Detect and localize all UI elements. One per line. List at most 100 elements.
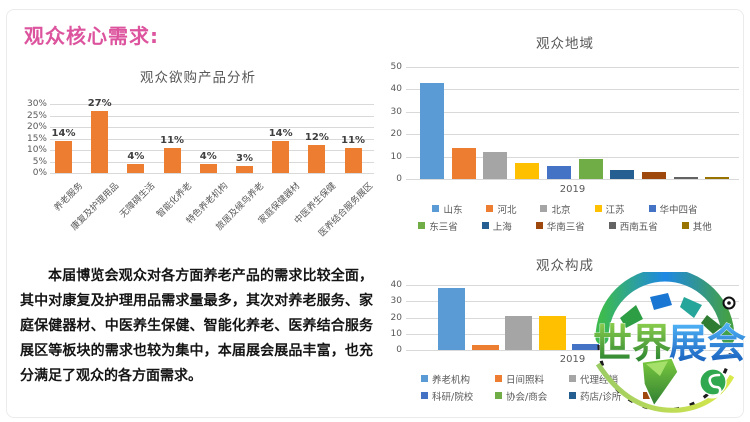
bar	[641, 172, 666, 179]
legend-label: 养老机构	[432, 374, 471, 386]
legend-item: 药店/诊所	[569, 389, 643, 403]
bar	[483, 152, 508, 179]
bar-value-label: 11%	[160, 134, 185, 146]
y-axis-tick-label: 20	[390, 129, 402, 140]
bar-value-label: 12%	[304, 132, 329, 144]
bar-value-label: 4%	[199, 150, 217, 162]
y-axis-tick-label: 0	[396, 345, 402, 355]
gridline	[406, 67, 739, 68]
legend-item: 山东	[432, 202, 462, 216]
legend-color-swatch	[594, 205, 602, 212]
legend-label: 协会/商会	[506, 391, 548, 403]
legend-color-swatch	[481, 222, 489, 229]
legend-item: 东三省	[418, 219, 458, 233]
legend-color-swatch	[421, 392, 428, 399]
legend-item: 日间照料	[495, 372, 569, 386]
bar	[471, 345, 499, 350]
y-axis-tick-label: 30%	[26, 99, 47, 109]
legend-item: 江苏	[594, 202, 625, 216]
region-plot-area	[406, 67, 739, 180]
y-axis-tick-label: 15%	[26, 133, 47, 144]
legend-item: 西南五省	[608, 219, 658, 233]
bar	[163, 147, 181, 173]
legend-color-swatch	[495, 375, 502, 382]
y-axis-tick-label: 10	[390, 151, 402, 162]
legend-color-swatch	[540, 205, 548, 212]
bar	[420, 82, 444, 179]
gridline	[406, 285, 739, 286]
legend-row: 山东 河北 北京 江苏 华中四省	[383, 200, 747, 217]
legend-row: 养老机构 日间照料 代理经销	[421, 370, 654, 387]
legend-label: 西南五省	[619, 221, 658, 233]
products-demand-chart: 观众欲购产品分析 30% 25% 20% 15% 10% 5% 0% 14% 27% 4% 11%…	[20, 58, 376, 258]
bar	[572, 343, 599, 350]
bar	[55, 140, 72, 173]
bar-value-label: 4%	[127, 150, 145, 162]
bar	[91, 110, 109, 173]
gridline	[406, 333, 739, 335]
legend-label: 东三省	[429, 221, 458, 233]
y-axis-tick-label: 30	[390, 106, 402, 117]
legend-color-swatch	[432, 205, 440, 212]
legend-item: 河北	[486, 202, 516, 216]
bar-value-label: 11%	[341, 134, 366, 146]
legend-row: 东三省 上海 华南三省 西南五省 其他	[383, 217, 747, 234]
legend-color-swatch	[569, 392, 576, 399]
legend-item: 养老机构	[421, 372, 495, 386]
y-axis-tick-label: 0	[396, 174, 402, 184]
legend-label: 北京	[551, 204, 571, 216]
bar-value-label: 14%	[51, 127, 76, 139]
bar	[344, 147, 362, 173]
legend-color-swatch	[608, 222, 616, 229]
legend-color-swatch	[681, 222, 689, 229]
legend-label: 其他	[692, 221, 712, 233]
products-x-axis-labels: 养老服务 康复及护理用品 无障碍生活 智能化养老 特色养老机构 旅居及候鸟养老 家庭保健器材…	[50, 175, 375, 257]
gridline	[50, 115, 374, 117]
legend-label: 上海	[492, 221, 512, 233]
legend-item: 协会/商会	[495, 389, 569, 403]
summary-paragraph: 本届博览会观众对各方面养老产品的需求比较全面，其中对康复及护理用品需求量最多，其…	[20, 268, 373, 384]
region-chart-title: 观众地域	[536, 36, 594, 52]
legend-item: 北京	[540, 202, 571, 216]
gridline	[406, 111, 739, 113]
products-chart-title: 观众欲购产品分析	[140, 70, 256, 86]
legend-label: 日间照料	[506, 374, 545, 386]
y-axis-tick-label: 40	[390, 84, 402, 95]
y-axis-tick-label: 20%	[26, 122, 47, 132]
y-axis-tick-label: 40	[390, 280, 402, 290]
composition-chart: 观众构成 40 30 20 10 0 2019 养老机构 日间照料 代理经销 科研/院校 协会/…	[383, 248, 747, 420]
region-legend: 山东 河北 北京 江苏 华中四省 东三省 上海 华南三省 西南五省 其他	[383, 200, 747, 234]
gridline	[50, 138, 374, 140]
page-title: 观众核心需求:	[24, 24, 159, 48]
bar	[236, 166, 253, 173]
gridline	[50, 150, 374, 151]
y-axis-tick-label: 30	[390, 296, 402, 307]
legend-label: 河北	[497, 204, 517, 216]
legend-label: 江苏	[605, 204, 625, 216]
legend-item: 代理经销	[569, 372, 618, 386]
south-america-leaf	[641, 357, 679, 408]
gridline	[406, 156, 739, 158]
watermark-logo: 世界 展会	[593, 272, 746, 413]
legend-color-swatch	[418, 222, 426, 229]
composition-chart-title: 观众构成	[536, 258, 594, 274]
legend-color-swatch	[421, 375, 428, 382]
region-chart: 观众地域 50 40 30 20 10 0 2019 山东 河北 北京 江苏 华中四省 东三省 上海 华…	[383, 28, 747, 236]
bar-value-label: 3%	[236, 153, 253, 165]
gridline	[50, 161, 374, 163]
products-plot-area: 14% 27% 4% 11% 4% 3% 14% 12% 11%	[50, 98, 374, 174]
globe-arc	[595, 272, 735, 345]
bar	[127, 163, 145, 173]
legend-color-swatch	[535, 222, 543, 229]
bar	[451, 147, 476, 179]
bar	[272, 140, 290, 173]
x-category-label: 养老服务	[52, 181, 86, 214]
gridline	[406, 350, 739, 351]
gridline	[50, 173, 374, 174]
bar	[673, 176, 698, 179]
legend-item: 上海	[481, 219, 512, 233]
bar	[705, 176, 730, 179]
y-axis-tick-label: 10	[390, 328, 402, 339]
watermark-text-right: 展会	[668, 321, 746, 367]
